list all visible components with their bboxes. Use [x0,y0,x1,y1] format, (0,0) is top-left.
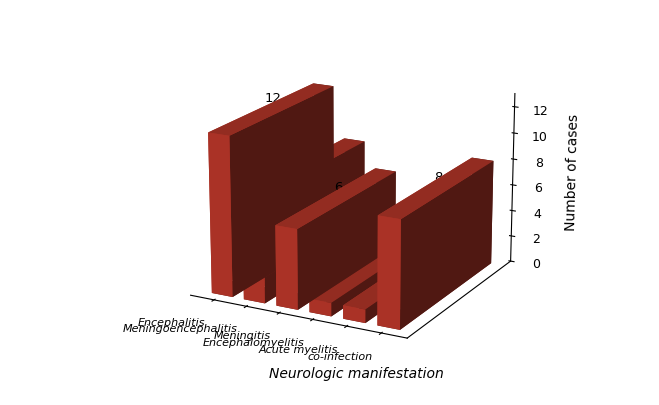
Text: Neurologic manifestation: Neurologic manifestation [270,367,444,381]
